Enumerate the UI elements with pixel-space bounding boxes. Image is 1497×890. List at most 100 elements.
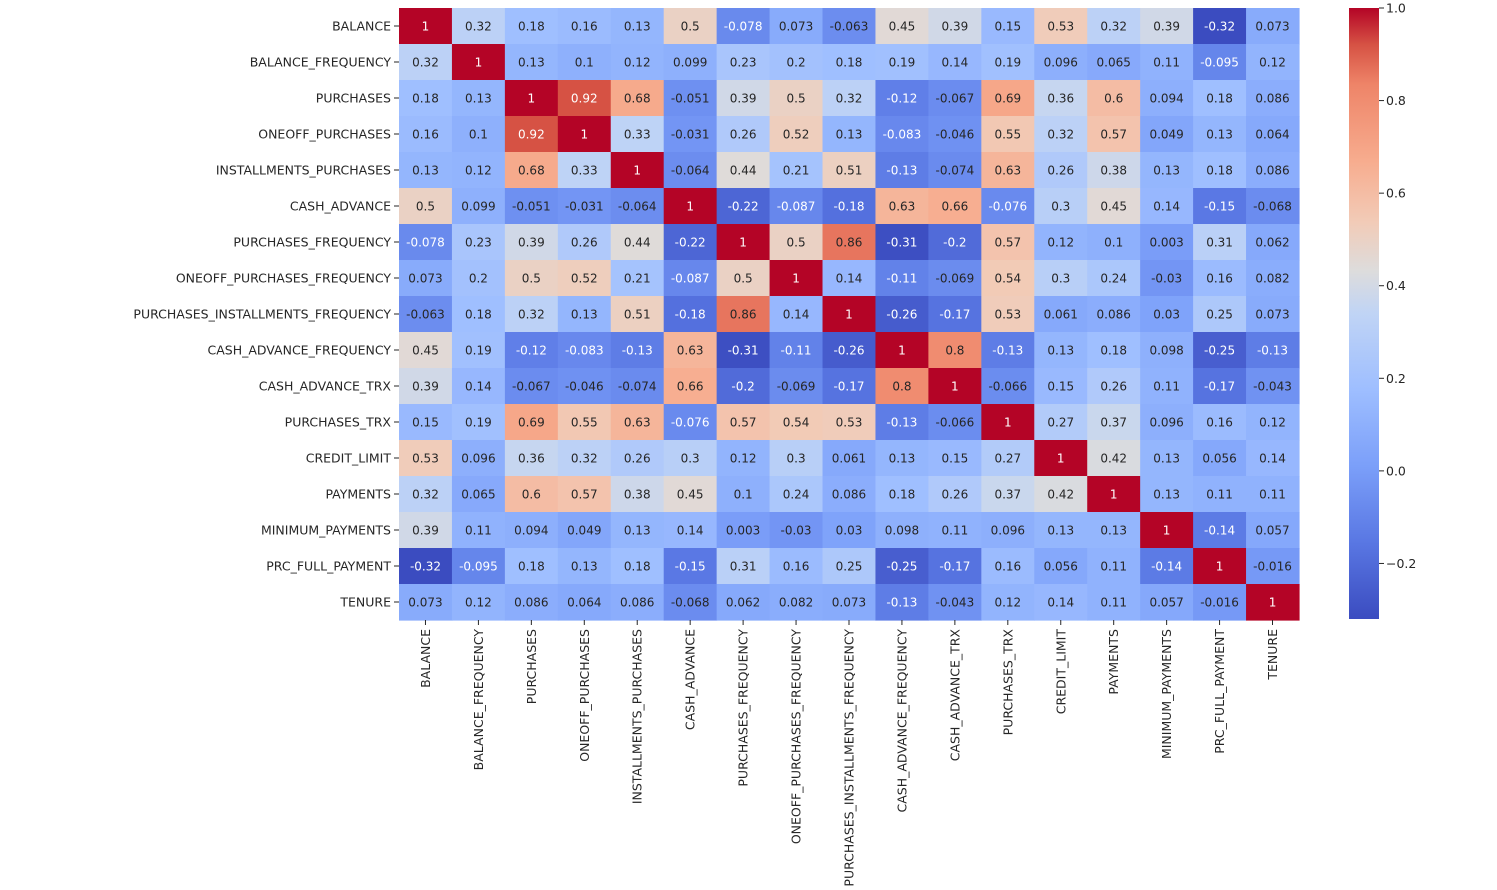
cell-value-label: 0.13 xyxy=(1206,128,1233,142)
cell-value-label: 0.065 xyxy=(1097,56,1131,70)
heatmap-cell xyxy=(557,548,612,585)
cell-value-label: 0.32 xyxy=(518,308,545,322)
heatmap-cell xyxy=(504,512,559,549)
cell-value-label: 0.39 xyxy=(942,20,969,34)
heatmap-cell xyxy=(875,296,929,333)
heatmap-cell xyxy=(769,512,824,549)
heatmap-cell xyxy=(716,368,771,405)
cell-value-label: 0.13 xyxy=(624,20,651,34)
cell-value-label: 0.003 xyxy=(1149,236,1183,250)
cell-value-label: -0.17 xyxy=(939,308,970,322)
heatmap-cell xyxy=(451,476,506,513)
heatmap-cell xyxy=(1034,116,1088,153)
cell-value-label: 0.073 xyxy=(1255,20,1289,34)
cell-value-label: 0.8 xyxy=(892,380,911,394)
heatmap-cell xyxy=(1034,404,1088,441)
heatmap-cell xyxy=(1246,8,1300,45)
cell-value-label: 0.11 xyxy=(1100,560,1127,574)
heatmap-cell xyxy=(769,260,824,297)
cell-value-label: -0.31 xyxy=(728,344,759,358)
cell-value-label: 0.13 xyxy=(412,164,439,178)
heatmap-cell xyxy=(716,224,771,261)
heatmap-cell xyxy=(504,584,559,621)
colorbar-tick-label: 0.8 xyxy=(1386,93,1406,108)
heatmap-cell xyxy=(1140,8,1194,45)
cell-value-label: -0.046 xyxy=(936,128,975,142)
heatmap-cell xyxy=(1087,332,1141,369)
cell-value-label: 0.66 xyxy=(942,200,969,214)
heatmap-cell xyxy=(610,332,665,369)
heatmap-cell xyxy=(504,332,559,369)
cell-value-label: 0.062 xyxy=(1255,236,1289,250)
heatmap-cell xyxy=(610,512,665,549)
cell-value-label: -0.13 xyxy=(1257,344,1288,358)
cell-value-label: 0.13 xyxy=(1100,524,1127,538)
heatmap-cell xyxy=(1193,332,1247,369)
cell-value-label: 0.3 xyxy=(681,452,700,466)
heatmap-cell xyxy=(504,152,559,189)
heatmap-cell xyxy=(1193,512,1247,549)
cell-value-label: 0.38 xyxy=(1100,164,1127,178)
heatmap-cell xyxy=(1193,152,1247,189)
cell-value-label: 0.18 xyxy=(518,560,545,574)
heatmap-cell xyxy=(928,368,982,405)
heatmap-cell xyxy=(1034,476,1088,513)
cell-value-label: 0.54 xyxy=(783,416,810,430)
cell-value-label: 0.13 xyxy=(571,308,598,322)
heatmap-cell xyxy=(981,512,1035,549)
cell-value-label: 0.19 xyxy=(994,56,1021,70)
cell-value-label: 0.24 xyxy=(783,488,810,502)
heatmap-cell xyxy=(1087,440,1141,477)
cell-value-label: -0.064 xyxy=(618,200,657,214)
cell-value-label: 0.11 xyxy=(1259,488,1286,502)
cell-value-label: 0.51 xyxy=(836,164,863,178)
heatmap-cell xyxy=(504,368,559,405)
heatmap-cell xyxy=(822,80,877,117)
heatmap-cell xyxy=(981,44,1035,81)
cell-value-label: 0.26 xyxy=(1047,164,1074,178)
column-label: INSTALLMENTS_PURCHASES xyxy=(630,629,645,804)
heatmap-cell xyxy=(663,116,718,153)
heatmap-cell xyxy=(769,476,824,513)
cell-value-label: 0.55 xyxy=(994,128,1021,142)
heatmap-cell xyxy=(875,116,929,153)
cell-value-label: 0.003 xyxy=(726,524,760,538)
column-label: PURCHASES_FREQUENCY xyxy=(736,629,751,787)
heatmap-cell xyxy=(1140,116,1194,153)
cell-value-label: 0.86 xyxy=(730,308,757,322)
column-label: ONEOFF_PURCHASES xyxy=(577,629,592,762)
heatmap-cell xyxy=(822,188,877,225)
cell-value-label: 0.073 xyxy=(1255,308,1289,322)
heatmap-cell xyxy=(1087,404,1141,441)
cell-value-label: 0.13 xyxy=(1153,452,1180,466)
cell-value-label: 0.13 xyxy=(518,56,545,70)
cell-value-label: 0.36 xyxy=(1047,92,1074,106)
heatmap-cell xyxy=(822,476,877,513)
cell-value-label: 0.086 xyxy=(1255,164,1289,178)
cell-value-label: 0.63 xyxy=(889,200,916,214)
cell-value-label: 0.086 xyxy=(832,488,866,502)
cell-value-label: 0.63 xyxy=(677,344,704,358)
cell-value-label: 0.18 xyxy=(889,488,916,502)
cell-value-label: 0.13 xyxy=(1047,524,1074,538)
heatmap-cell xyxy=(716,476,771,513)
heatmap-cell xyxy=(399,404,453,441)
colorbar-tick-label: 0.0 xyxy=(1386,463,1406,478)
heatmap-cell xyxy=(504,296,559,333)
cell-value-label: 0.16 xyxy=(412,128,439,142)
heatmap-cell xyxy=(399,368,453,405)
heatmap-cell xyxy=(504,224,559,261)
row-label: ONEOFF_PURCHASES_FREQUENCY xyxy=(176,271,392,286)
cell-value-label: 0.2 xyxy=(787,56,806,70)
heatmap-cell xyxy=(504,8,559,45)
heatmap-cell xyxy=(769,8,824,45)
cell-value-label: 0.25 xyxy=(1206,308,1233,322)
heatmap-cell xyxy=(1246,80,1300,117)
cell-value-label: 0.11 xyxy=(1153,56,1180,70)
cell-value-label: 0.53 xyxy=(412,452,439,466)
cell-value-label: 0.094 xyxy=(514,524,548,538)
heatmap-cell xyxy=(822,116,877,153)
heatmap-cell xyxy=(1140,80,1194,117)
heatmap-cell xyxy=(663,440,718,477)
cell-value-label: 0.32 xyxy=(412,56,439,70)
